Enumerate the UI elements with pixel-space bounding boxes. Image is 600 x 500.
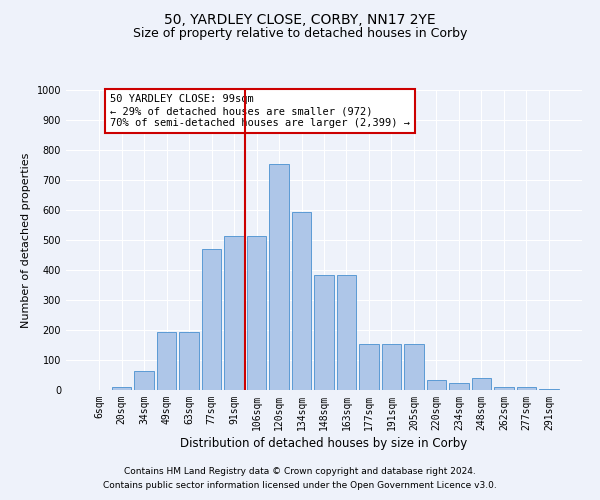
Text: Contains HM Land Registry data © Crown copyright and database right 2024.: Contains HM Land Registry data © Crown c… bbox=[124, 467, 476, 476]
Bar bbox=[202, 249, 221, 390]
Bar bbox=[134, 370, 154, 390]
Bar bbox=[427, 380, 446, 390]
Bar bbox=[269, 164, 289, 390]
Bar bbox=[404, 344, 424, 390]
Bar bbox=[179, 332, 199, 390]
Bar bbox=[112, 387, 131, 390]
Bar bbox=[449, 382, 469, 390]
Bar bbox=[224, 236, 244, 390]
Bar bbox=[472, 378, 491, 390]
X-axis label: Distribution of detached houses by size in Corby: Distribution of detached houses by size … bbox=[181, 437, 467, 450]
Text: 50 YARDLEY CLOSE: 99sqm
← 29% of detached houses are smaller (972)
70% of semi-d: 50 YARDLEY CLOSE: 99sqm ← 29% of detache… bbox=[110, 94, 410, 128]
Bar bbox=[517, 387, 536, 390]
Bar bbox=[359, 344, 379, 390]
Text: Size of property relative to detached houses in Corby: Size of property relative to detached ho… bbox=[133, 28, 467, 40]
Bar bbox=[292, 212, 311, 390]
Bar bbox=[157, 332, 176, 390]
Text: 50, YARDLEY CLOSE, CORBY, NN17 2YE: 50, YARDLEY CLOSE, CORBY, NN17 2YE bbox=[164, 12, 436, 26]
Text: Contains public sector information licensed under the Open Government Licence v3: Contains public sector information licen… bbox=[103, 481, 497, 490]
Bar bbox=[494, 387, 514, 390]
Bar bbox=[247, 236, 266, 390]
Bar bbox=[382, 344, 401, 390]
Y-axis label: Number of detached properties: Number of detached properties bbox=[21, 152, 31, 328]
Bar bbox=[337, 274, 356, 390]
Bar bbox=[539, 388, 559, 390]
Bar bbox=[314, 274, 334, 390]
